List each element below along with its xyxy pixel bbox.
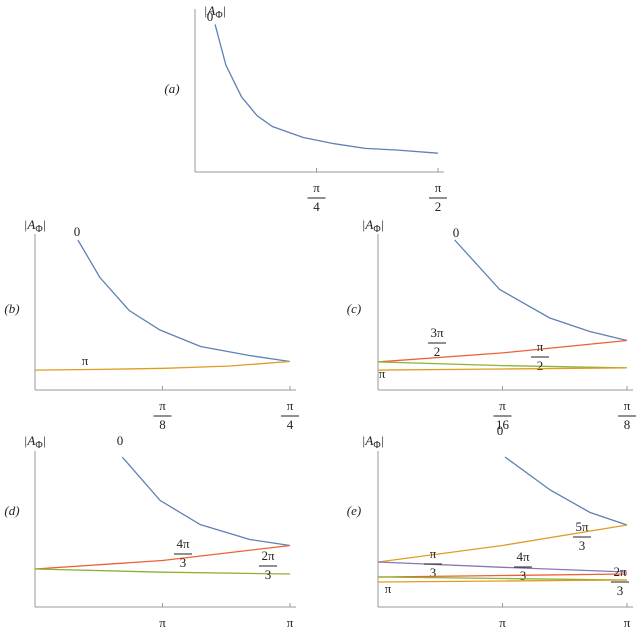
y-axis-label-part: | — [223, 3, 227, 18]
y-axis-label-part: |A — [204, 3, 216, 18]
series-line — [214, 24, 438, 154]
series-line — [377, 561, 628, 573]
x-tick-label-denominator: 8 — [159, 417, 166, 432]
series-label-numerator: 5π — [575, 519, 589, 534]
panel-label: (a) — [164, 81, 179, 96]
y-axis-label-sub: Φ — [215, 10, 222, 21]
series-label-denominator: 2 — [537, 358, 544, 373]
series-label-denominator: 3 — [430, 565, 437, 580]
panel-label: (c) — [347, 301, 361, 316]
y-axis-label-part: |A — [24, 217, 36, 232]
y-axis-label-part: |A — [362, 433, 374, 448]
series-label-numerator: 2π — [613, 564, 627, 579]
series-label-denominator: 3 — [579, 538, 586, 553]
x-tick-label-numerator: π — [499, 615, 506, 630]
x-tick-label-numerator: π — [624, 398, 631, 413]
series-label-numerator: 4π — [516, 549, 530, 564]
series-line — [454, 239, 628, 342]
x-tick-label-numerator: π — [499, 398, 506, 413]
series-label-numerator: π — [430, 546, 437, 561]
series-label-numerator: 3π — [430, 325, 444, 340]
x-tick-label-denominator: 4 — [287, 417, 294, 432]
y-axis-label-part: | — [43, 433, 47, 448]
panel-label: (b) — [4, 301, 19, 316]
y-axis-label: |AΦ| — [362, 433, 384, 451]
series-line — [377, 524, 628, 563]
series-line — [34, 544, 291, 570]
x-tick-label-numerator: π — [313, 180, 320, 195]
series-line — [504, 456, 628, 526]
series-line — [377, 573, 628, 578]
x-tick-label-numerator: π — [159, 615, 166, 630]
series-label-denominator: 3 — [520, 568, 527, 583]
series-label-numerator: 2π — [261, 548, 275, 563]
y-axis-label-part: | — [43, 217, 47, 232]
y-axis-label-sub: Φ — [373, 224, 380, 235]
x-tick-label-denominator: 4 — [313, 199, 320, 214]
series-label-denominator: 2 — [434, 344, 441, 359]
series-label-denominator: 3 — [617, 583, 624, 598]
series-line — [34, 360, 290, 371]
x-tick-label-numerator: π — [624, 615, 631, 630]
series-label-numerator: π — [537, 339, 544, 354]
y-axis-label-part: | — [381, 217, 385, 232]
series-label-numerator: 4π — [176, 536, 190, 551]
x-tick-label-numerator: π — [287, 615, 294, 630]
panel-label: (e) — [347, 503, 361, 518]
series-label: 0 — [497, 423, 504, 438]
series-line — [377, 361, 628, 369]
series-line — [377, 367, 628, 371]
series-label: 0 — [74, 224, 81, 239]
series-label: 0 — [453, 225, 460, 240]
series-label: π — [379, 366, 386, 381]
y-axis-label: |AΦ| — [24, 217, 46, 235]
series-line — [121, 456, 291, 547]
series-line — [377, 576, 628, 581]
series-line — [77, 239, 290, 363]
y-axis-label-part: | — [381, 433, 385, 448]
y-axis-label-sub: Φ — [35, 440, 42, 451]
series-line — [377, 339, 628, 363]
x-tick-label-numerator: π — [159, 398, 166, 413]
x-tick-label-denominator: 8 — [624, 417, 631, 432]
y-axis-label: |AΦ| — [24, 433, 46, 451]
series-line — [377, 579, 628, 583]
y-axis-label-part: |A — [362, 217, 374, 232]
y-axis-label: |AΦ| — [362, 217, 384, 235]
x-tick-label-denominator: 16 — [496, 417, 510, 432]
series-label: 0 — [207, 9, 214, 24]
x-tick-label-numerator: π — [287, 398, 294, 413]
panel-label: (d) — [4, 503, 19, 518]
series-label: 0 — [117, 433, 124, 448]
y-axis-label-sub: Φ — [35, 224, 42, 235]
series-line — [34, 568, 291, 575]
series-label: π — [385, 581, 392, 596]
series-label-denominator: 3 — [265, 567, 272, 582]
x-tick-label-numerator: π — [435, 180, 442, 195]
y-axis-label-part: |A — [24, 433, 36, 448]
series-label: π — [82, 353, 89, 368]
y-axis-label: |AΦ| — [204, 3, 226, 21]
series-label-denominator: 3 — [180, 555, 187, 570]
x-tick-label-denominator: 2 — [435, 199, 442, 214]
y-axis-label-sub: Φ — [373, 440, 380, 451]
